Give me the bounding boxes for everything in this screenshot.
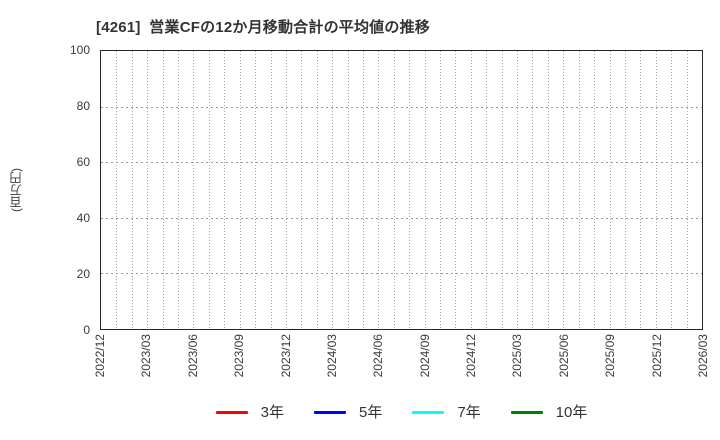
gridline-vertical: [640, 51, 642, 329]
x-tick-label: 2024/03: [324, 334, 339, 378]
gridline-vertical: [131, 51, 133, 329]
legend-line-swatch: [313, 410, 346, 414]
x-tick-label: 2023/12: [278, 334, 293, 378]
x-tick-label: 2023/09: [232, 334, 247, 378]
gridline-vertical: [224, 51, 226, 329]
gridline-vertical: [501, 51, 503, 329]
legend-line-swatch: [510, 410, 543, 414]
gridline-vertical: [517, 51, 519, 329]
gridline-vertical: [655, 51, 657, 329]
gridline-vertical: [578, 51, 580, 329]
legend-item-5年: 5年: [313, 403, 383, 421]
x-axis-ticks: 2022/12 2023/03 2023/06 2023/09 2023/12 2024/…: [93, 334, 710, 396]
y-tick-label: 100: [69, 43, 90, 57]
y-tick-label: 0: [83, 323, 90, 337]
y-tick-label: 20: [76, 267, 90, 281]
gridline-vertical: [178, 51, 180, 329]
legend-label: 7年: [457, 403, 481, 421]
x-tick-label: 2023/06: [185, 334, 200, 378]
gridline-vertical: [686, 51, 688, 329]
x-tick-label: 2025/06: [556, 334, 571, 378]
x-tick-label: 2022/12: [93, 334, 107, 378]
legend-item-10年: 10年: [510, 403, 588, 421]
x-tick-label: 2026/03: [696, 334, 710, 378]
gridline-vertical: [147, 51, 149, 329]
series-plot: [101, 51, 702, 329]
legend-item-3年: 3年: [215, 403, 284, 421]
gridline-vertical: [347, 51, 349, 329]
gridline-horizontal: [101, 106, 702, 108]
gridline-vertical: [239, 51, 241, 329]
y-tick-label: 60: [76, 155, 90, 169]
gridline-vertical: [301, 51, 303, 329]
legend: 3年 5年 7年 10年: [100, 398, 703, 426]
gridline-vertical: [547, 51, 549, 329]
gridline-vertical: [378, 51, 380, 329]
gridline-vertical: [440, 51, 442, 329]
y-tick-label: 80: [76, 99, 90, 113]
gridline-vertical: [609, 51, 611, 329]
gridline-vertical: [409, 51, 411, 329]
gridline-vertical: [208, 51, 210, 329]
gridline-vertical: [594, 51, 596, 329]
x-tick-label: 2025/09: [603, 334, 618, 378]
gridline-vertical: [255, 51, 257, 329]
gridline-vertical: [624, 51, 626, 329]
gridline-vertical: [455, 51, 457, 329]
y-tick-label: 40: [76, 211, 90, 225]
x-tick-label: 2025/03: [510, 334, 525, 378]
plot-area: [100, 50, 703, 330]
gridline-horizontal: [101, 273, 702, 275]
gridline-horizontal: [101, 162, 702, 164]
gridline-vertical: [193, 51, 195, 329]
x-tick-label: 2024/09: [417, 334, 432, 378]
gridline-vertical: [316, 51, 318, 329]
gridline-horizontal: [101, 217, 702, 219]
legend-label: 3年: [260, 403, 284, 421]
legend-item-7年: 7年: [412, 403, 481, 421]
x-tick-label: 2024/06: [371, 334, 386, 378]
gridline-vertical: [362, 51, 364, 329]
legend-label: 5年: [358, 403, 383, 421]
legend-line-swatch: [412, 410, 445, 414]
gridline-vertical: [486, 51, 488, 329]
x-tick-label: 2024/12: [464, 334, 479, 378]
x-tick-label: 2025/12: [649, 334, 664, 378]
gridline-vertical: [162, 51, 164, 329]
gridline-vertical: [116, 51, 118, 329]
y-axis-ticks: 0 20 40 60 80 100: [0, 43, 90, 337]
gridline-vertical: [424, 51, 426, 329]
gridline-vertical: [270, 51, 272, 329]
gridline-vertical: [332, 51, 334, 329]
gridline-vertical: [393, 51, 395, 329]
x-tick-label: 2023/03: [139, 334, 154, 378]
gridline-vertical: [285, 51, 287, 329]
chart-title: [4261] 営業CFの12か月移動合計の平均値の推移: [96, 19, 430, 36]
gridline-vertical: [532, 51, 534, 329]
legend-line-swatch: [215, 410, 248, 414]
gridline-vertical: [563, 51, 565, 329]
legend-label: 10年: [555, 403, 588, 421]
gridline-vertical: [470, 51, 472, 329]
gridline-vertical: [671, 51, 673, 329]
